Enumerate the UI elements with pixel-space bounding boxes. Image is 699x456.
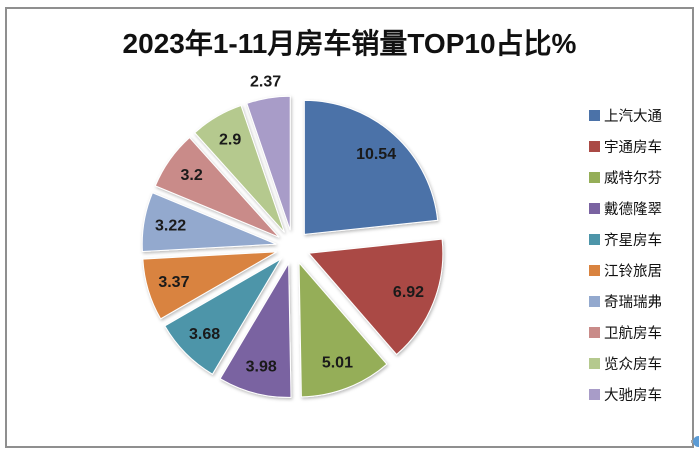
slice-value-label: 3.37 — [158, 274, 189, 291]
legend-swatch — [589, 265, 600, 276]
slice-value-label: 5.01 — [322, 355, 353, 372]
slice-value-label: 2.9 — [219, 131, 241, 148]
slice-value-label: 2.37 — [250, 74, 281, 91]
legend-swatch — [589, 358, 600, 369]
pie-slice-3[interactable] — [219, 261, 292, 398]
legend-item-8: 览众房车 — [589, 348, 693, 379]
pie-slice-labels: 10.54 6.92 5.01 3.98 3.68 3.37 3.22 3.2 2.9 2.37 — [155, 74, 424, 376]
pie-slice-0[interactable] — [303, 99, 439, 235]
pie-slice-5[interactable] — [142, 251, 277, 320]
legend-label: 大驰房车 — [604, 388, 662, 404]
legend: 上汽大通宇通房车威特尔芬戴德隆翠齐星房车江铃旅居奇瑞瑞弗卫航房车览众房车大驰房车 — [589, 100, 693, 410]
legend-item-6: 奇瑞瑞弗 — [589, 286, 693, 317]
legend-swatch — [589, 327, 600, 338]
legend-swatch — [589, 203, 600, 214]
legend-item-9: 大驰房车 — [589, 379, 693, 410]
pie-slice-9[interactable] — [246, 95, 291, 231]
pie-slice-8[interactable] — [194, 104, 285, 233]
legend-label: 戴德隆翠 — [604, 202, 662, 218]
slice-value-label: 6.92 — [393, 284, 424, 301]
legend-swatch — [589, 296, 600, 307]
legend-item-0: 上汽大通 — [589, 100, 693, 131]
slice-value-label: 3.98 — [246, 359, 277, 376]
slice-value-label: 10.54 — [356, 146, 396, 163]
legend-item-5: 江铃旅居 — [589, 255, 693, 286]
legend-item-7: 卫航房车 — [589, 317, 693, 348]
legend-label: 奇瑞瑞弗 — [604, 295, 662, 311]
legend-item-4: 齐星房车 — [589, 224, 693, 255]
chart-title: 2023年1-11月房车销量TOP10占比% — [122, 28, 577, 59]
legend-swatch — [589, 389, 600, 400]
pie-slice-6[interactable] — [141, 192, 277, 252]
legend-label: 威特尔芬 — [604, 171, 662, 187]
legend-label: 卫航房车 — [604, 326, 662, 342]
slice-value-label: 3.22 — [155, 218, 186, 235]
legend-label: 齐星房车 — [604, 233, 662, 249]
pie-slice-7[interactable] — [154, 136, 280, 238]
legend-swatch — [589, 110, 600, 121]
resize-handle-dot[interactable] — [693, 436, 699, 447]
pie-slices — [141, 95, 444, 398]
legend-label: 览众房车 — [604, 357, 662, 373]
legend-swatch — [589, 234, 600, 245]
legend-label: 上汽大通 — [604, 109, 662, 125]
pie-slice-2[interactable] — [298, 261, 388, 398]
slice-value-label: 3.2 — [180, 167, 202, 184]
legend-label: 宇通房车 — [604, 140, 662, 156]
legend-label: 江铃旅居 — [604, 264, 662, 280]
legend-item-3: 戴德隆翠 — [589, 193, 693, 224]
legend-swatch — [589, 141, 600, 152]
pie-slice-4[interactable] — [164, 257, 283, 375]
pie-slice-1[interactable] — [307, 238, 444, 356]
legend-item-1: 宇通房车 — [589, 131, 693, 162]
legend-item-2: 威特尔芬 — [589, 162, 693, 193]
legend-swatch — [589, 172, 600, 183]
slice-value-label: 3.68 — [189, 326, 220, 343]
